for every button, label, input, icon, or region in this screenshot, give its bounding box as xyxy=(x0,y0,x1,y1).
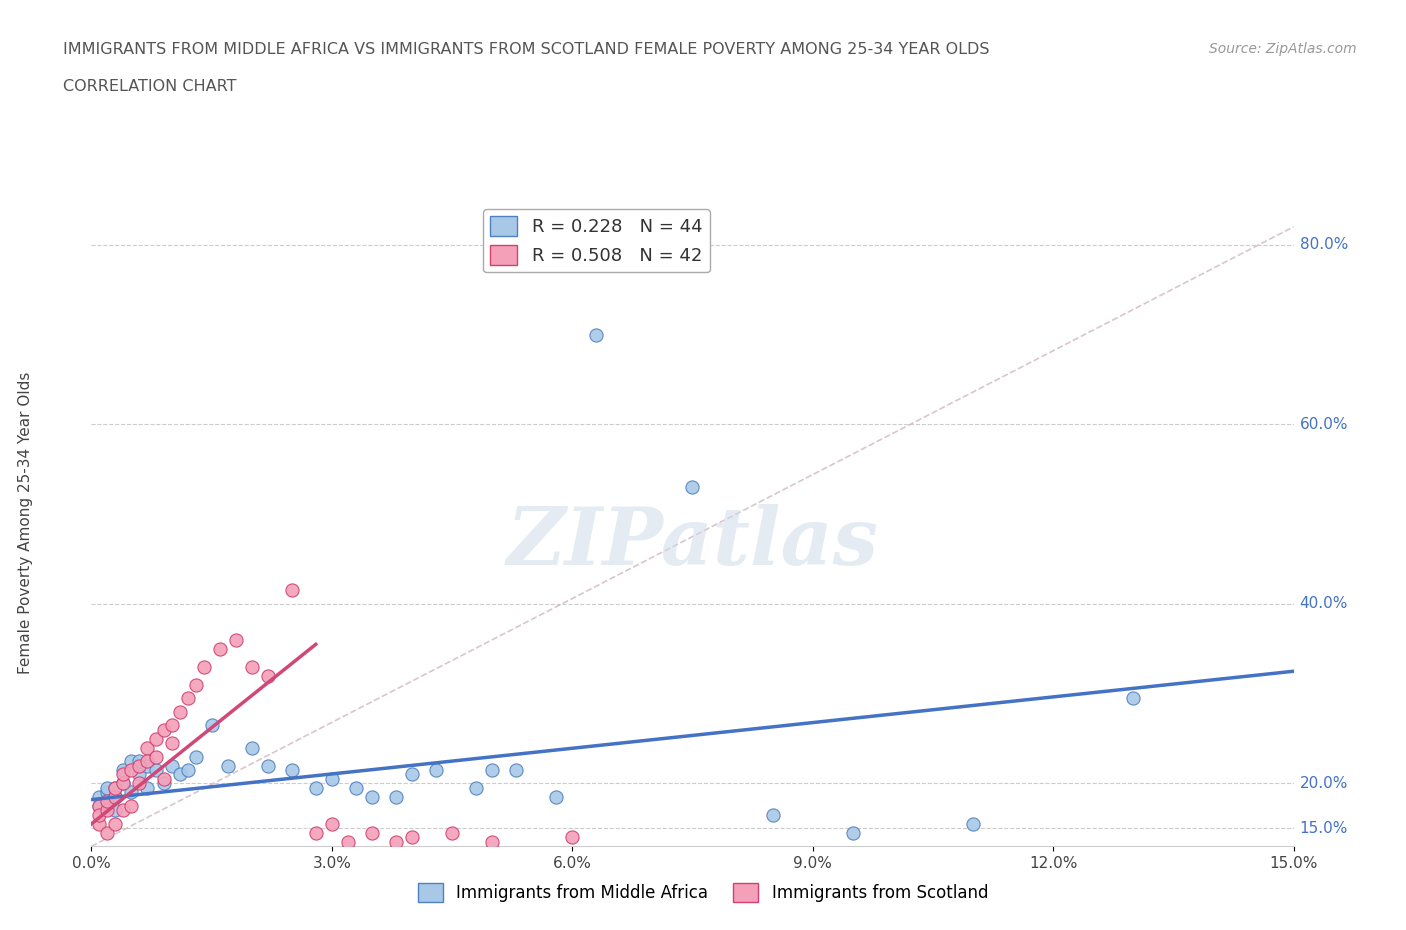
Point xyxy=(184,749,207,764)
Point xyxy=(121,785,143,800)
Text: 40.0%: 40.0% xyxy=(1299,596,1348,611)
Point xyxy=(208,642,231,657)
Point xyxy=(145,749,167,764)
Point xyxy=(160,758,183,773)
Point xyxy=(160,736,183,751)
Point xyxy=(112,763,135,777)
Point xyxy=(152,723,174,737)
Point xyxy=(104,790,127,804)
Legend: Immigrants from Middle Africa, Immigrants from Scotland: Immigrants from Middle Africa, Immigrant… xyxy=(411,877,995,909)
Text: CORRELATION CHART: CORRELATION CHART xyxy=(63,79,236,94)
Point xyxy=(201,718,224,733)
Point xyxy=(121,753,143,768)
Point xyxy=(112,767,135,782)
Point xyxy=(193,659,215,674)
Point xyxy=(281,763,304,777)
Point xyxy=(841,826,863,841)
Point xyxy=(96,799,118,814)
Point xyxy=(96,794,118,809)
Text: 20.0%: 20.0% xyxy=(1299,776,1348,790)
Point xyxy=(128,753,150,768)
Point xyxy=(128,758,150,773)
Point xyxy=(152,776,174,790)
Point xyxy=(240,659,263,674)
Point xyxy=(96,826,118,841)
Point xyxy=(256,669,278,684)
Point xyxy=(176,763,198,777)
Point xyxy=(681,480,703,495)
Point xyxy=(281,583,304,598)
Point xyxy=(160,718,183,733)
Point xyxy=(225,632,247,647)
Point xyxy=(401,830,423,844)
Point xyxy=(112,776,135,790)
Point xyxy=(112,803,135,817)
Text: 80.0%: 80.0% xyxy=(1299,237,1348,252)
Point xyxy=(104,803,127,817)
Point xyxy=(336,834,359,849)
Point xyxy=(136,758,159,773)
Point xyxy=(305,826,328,841)
Point xyxy=(152,772,174,787)
Point xyxy=(561,830,583,844)
Point xyxy=(96,803,118,817)
Point xyxy=(360,790,382,804)
Point xyxy=(546,790,568,804)
Point xyxy=(145,731,167,746)
Point xyxy=(401,767,423,782)
Point xyxy=(96,780,118,795)
Text: 60.0%: 60.0% xyxy=(1299,417,1348,432)
Point xyxy=(136,740,159,755)
Point xyxy=(385,790,408,804)
Legend: R = 0.228   N = 44, R = 0.508   N = 42: R = 0.228 N = 44, R = 0.508 N = 42 xyxy=(484,209,710,272)
Point xyxy=(585,327,607,342)
Point xyxy=(321,772,343,787)
Point xyxy=(128,767,150,782)
Text: ZIPatlas: ZIPatlas xyxy=(506,504,879,581)
Point xyxy=(145,763,167,777)
Point xyxy=(89,807,111,822)
Point xyxy=(425,763,447,777)
Point xyxy=(136,780,159,795)
Text: Female Poverty Among 25-34 Year Olds: Female Poverty Among 25-34 Year Olds xyxy=(18,372,32,674)
Point xyxy=(104,790,127,804)
Point xyxy=(505,763,527,777)
Point xyxy=(96,785,118,800)
Text: IMMIGRANTS FROM MIDDLE AFRICA VS IMMIGRANTS FROM SCOTLAND FEMALE POVERTY AMONG 2: IMMIGRANTS FROM MIDDLE AFRICA VS IMMIGRA… xyxy=(63,42,990,57)
Point xyxy=(121,799,143,814)
Point xyxy=(89,799,111,814)
Point xyxy=(481,763,503,777)
Point xyxy=(128,776,150,790)
Point xyxy=(360,826,382,841)
Point xyxy=(256,758,278,773)
Point xyxy=(176,691,198,706)
Point xyxy=(104,780,127,795)
Point xyxy=(169,704,191,719)
Point xyxy=(136,753,159,768)
Point xyxy=(385,834,408,849)
Point xyxy=(321,817,343,831)
Point xyxy=(217,758,239,773)
Point xyxy=(344,780,367,795)
Point xyxy=(89,817,111,831)
Text: 15.0%: 15.0% xyxy=(1299,821,1348,836)
Point xyxy=(89,790,111,804)
Point xyxy=(305,780,328,795)
Point xyxy=(169,767,191,782)
Point xyxy=(104,817,127,831)
Text: Source: ZipAtlas.com: Source: ZipAtlas.com xyxy=(1209,42,1357,56)
Point xyxy=(104,780,127,795)
Point xyxy=(89,799,111,814)
Point xyxy=(240,740,263,755)
Point xyxy=(481,834,503,849)
Point xyxy=(465,780,488,795)
Point xyxy=(440,826,463,841)
Point xyxy=(1122,691,1144,706)
Point xyxy=(121,763,143,777)
Point xyxy=(762,807,785,822)
Point xyxy=(184,677,207,692)
Point xyxy=(962,817,984,831)
Point xyxy=(112,776,135,790)
